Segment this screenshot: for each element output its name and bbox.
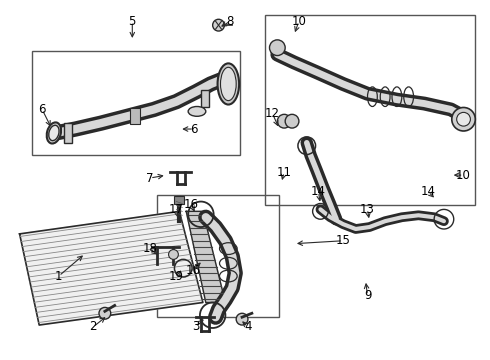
Text: 6: 6 — [190, 122, 198, 136]
Text: 16: 16 — [184, 198, 198, 211]
Text: 11: 11 — [277, 166, 292, 179]
Text: 6: 6 — [38, 103, 46, 116]
Text: 17: 17 — [169, 203, 184, 216]
Text: 13: 13 — [360, 203, 375, 216]
Text: 7: 7 — [146, 171, 154, 185]
Text: 8: 8 — [226, 15, 234, 28]
Ellipse shape — [218, 63, 239, 104]
Circle shape — [213, 19, 224, 31]
Text: 10: 10 — [456, 168, 471, 181]
Text: 14: 14 — [311, 185, 326, 198]
Circle shape — [270, 40, 285, 55]
Text: 14: 14 — [421, 185, 436, 198]
Polygon shape — [20, 211, 203, 325]
Text: 1: 1 — [55, 270, 63, 283]
Circle shape — [452, 108, 475, 131]
Circle shape — [285, 114, 299, 128]
Text: 15: 15 — [336, 234, 350, 247]
Ellipse shape — [47, 122, 61, 144]
Ellipse shape — [188, 107, 206, 116]
Ellipse shape — [49, 125, 59, 141]
Bar — [201, 90, 209, 108]
Text: 16: 16 — [186, 264, 200, 276]
Bar — [130, 108, 140, 124]
Text: 2: 2 — [89, 320, 97, 333]
Text: 4: 4 — [244, 320, 252, 333]
Circle shape — [277, 114, 291, 128]
Text: 3: 3 — [192, 320, 200, 333]
Ellipse shape — [220, 67, 236, 100]
Bar — [174, 196, 184, 203]
Bar — [265, 15, 475, 204]
Polygon shape — [186, 211, 225, 302]
Circle shape — [99, 307, 111, 319]
Text: 9: 9 — [364, 289, 371, 302]
Circle shape — [169, 249, 178, 259]
Bar — [32, 51, 240, 156]
Text: 12: 12 — [265, 107, 280, 120]
Circle shape — [236, 313, 248, 325]
Bar — [64, 123, 72, 143]
Circle shape — [457, 112, 470, 126]
Text: 5: 5 — [128, 15, 136, 28]
Text: 18: 18 — [143, 242, 157, 255]
Text: 19: 19 — [169, 270, 184, 283]
Bar — [157, 195, 279, 317]
Text: 10: 10 — [292, 15, 306, 28]
